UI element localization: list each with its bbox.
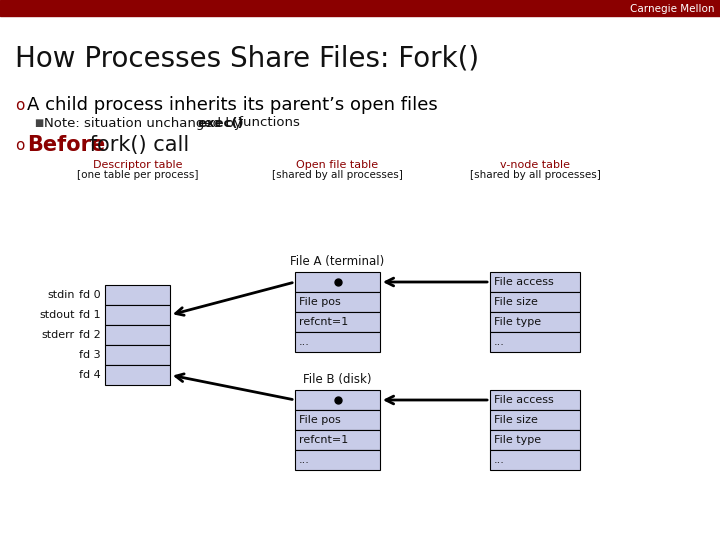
Bar	[0, 0, 720, 16]
Text: [shared by all processes]: [shared by all processes]	[469, 170, 600, 180]
Bar	[490, 450, 580, 470]
Text: exec(): exec()	[197, 117, 243, 130]
Text: ...: ...	[494, 455, 505, 465]
Bar	[490, 292, 580, 312]
Text: File B (disk): File B (disk)	[303, 374, 372, 387]
Bar	[295, 410, 380, 430]
Text: How Processes Share Files: Fork(): How Processes Share Files: Fork()	[15, 44, 479, 72]
Bar	[295, 390, 380, 410]
Text: fd 0: fd 0	[79, 290, 101, 300]
Text: File access: File access	[494, 395, 554, 405]
Bar	[105, 345, 170, 365]
Bar	[105, 285, 170, 305]
Text: fd 2: fd 2	[79, 330, 101, 340]
Text: File A (terminal): File A (terminal)	[290, 255, 384, 268]
Text: ...: ...	[494, 337, 505, 347]
Text: fork() call: fork() call	[83, 135, 189, 155]
Text: fd 1: fd 1	[79, 310, 101, 320]
Text: ...: ...	[299, 337, 310, 347]
Text: o: o	[15, 138, 24, 152]
Text: stderr: stderr	[42, 330, 75, 340]
Text: fd 3: fd 3	[79, 350, 101, 360]
Text: Before: Before	[27, 135, 105, 155]
Text: ...: ...	[299, 455, 310, 465]
Bar	[490, 312, 580, 332]
Bar	[295, 292, 380, 312]
Text: File type: File type	[494, 317, 541, 327]
Text: refcnt=1: refcnt=1	[299, 317, 348, 327]
Text: v-node table: v-node table	[500, 160, 570, 170]
Bar	[490, 332, 580, 352]
Text: refcnt=1: refcnt=1	[299, 435, 348, 445]
Text: [one table per process]: [one table per process]	[77, 170, 198, 180]
Text: Descriptor table: Descriptor table	[93, 160, 182, 170]
Text: A child process inherits its parent’s open files: A child process inherits its parent’s op…	[27, 96, 438, 114]
Text: [shared by all processes]: [shared by all processes]	[272, 170, 403, 180]
Bar	[105, 365, 170, 385]
Bar	[105, 325, 170, 345]
Text: functions: functions	[234, 117, 300, 130]
Text: stdout: stdout	[40, 310, 75, 320]
Text: stdin: stdin	[48, 290, 75, 300]
Bar	[490, 410, 580, 430]
Bar	[295, 450, 380, 470]
Text: File access: File access	[494, 277, 554, 287]
Text: File size: File size	[494, 415, 538, 425]
Text: Open file table: Open file table	[297, 160, 379, 170]
Bar	[295, 332, 380, 352]
Text: Carnegie Mellon: Carnegie Mellon	[629, 4, 714, 14]
Bar	[295, 430, 380, 450]
Text: File pos: File pos	[299, 415, 341, 425]
Bar	[490, 390, 580, 410]
Text: ■: ■	[34, 118, 43, 128]
Text: o: o	[15, 98, 24, 112]
Text: File pos: File pos	[299, 297, 341, 307]
Bar	[105, 305, 170, 325]
Bar	[490, 272, 580, 292]
Text: Note: situation unchanged by: Note: situation unchanged by	[44, 117, 246, 130]
Bar	[295, 272, 380, 292]
Text: fd 4: fd 4	[79, 370, 101, 380]
Text: File type: File type	[494, 435, 541, 445]
Text: File size: File size	[494, 297, 538, 307]
Bar	[295, 312, 380, 332]
Bar	[490, 430, 580, 450]
